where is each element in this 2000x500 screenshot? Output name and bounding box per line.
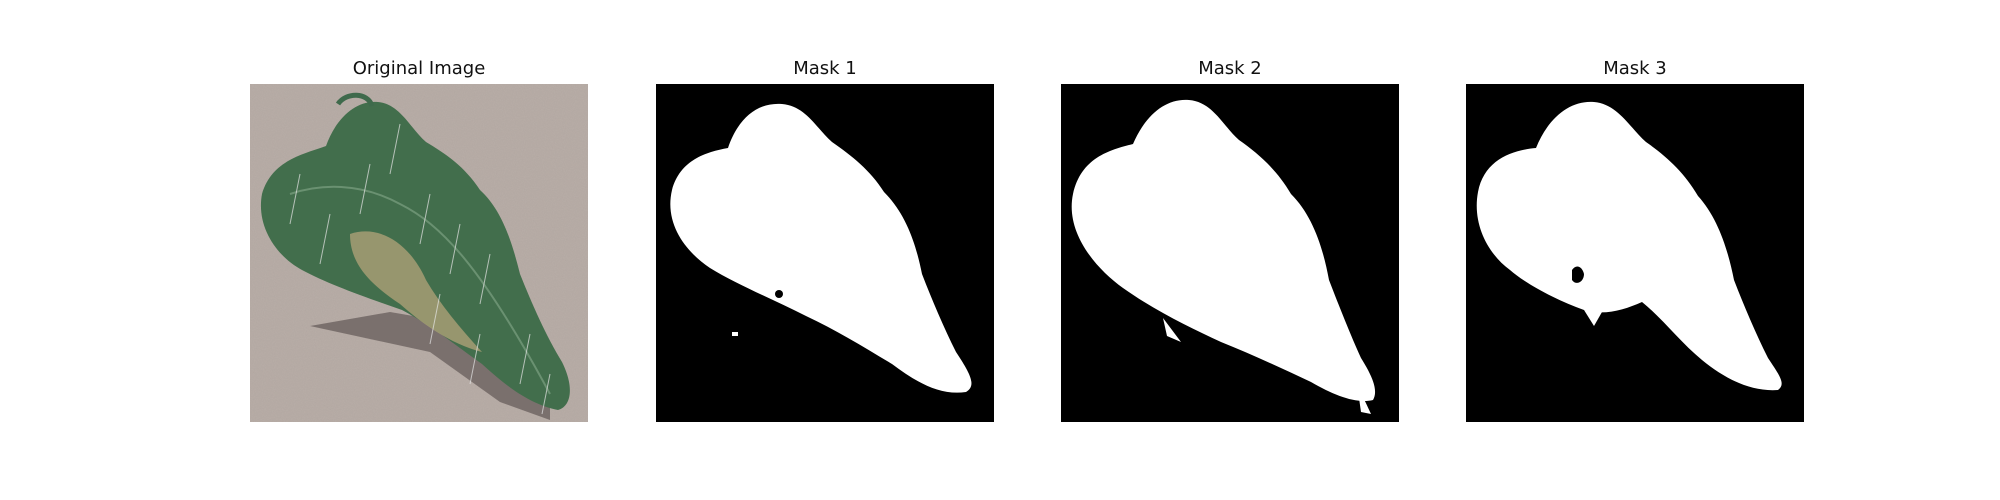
- mask-speck: [732, 332, 738, 336]
- mask-3-image: [1466, 84, 1804, 422]
- mask-2-image: [1061, 84, 1399, 422]
- panel-title-mask-2: Mask 2: [1198, 58, 1262, 79]
- mask-foreground: [1476, 101, 1782, 391]
- mask-fringe: [1584, 310, 1602, 326]
- rain-streaks: [289, 123, 551, 415]
- panel-title-mask-3: Mask 3: [1603, 58, 1667, 79]
- panel-mask-1: Mask 1: [656, 0, 994, 500]
- leaf-midrib: [289, 185, 551, 395]
- mask-foreground: [1071, 99, 1376, 402]
- leaf-body: [260, 101, 570, 410]
- original-leaf-photo: [250, 84, 588, 422]
- panel-mask-3: Mask 3: [1466, 0, 1804, 500]
- mask-1-image: [656, 84, 994, 422]
- leaf-shadow: [310, 312, 550, 420]
- panel-title-original: Original Image: [352, 58, 486, 79]
- panel-original-image: Original Image: [250, 0, 588, 500]
- mask-hole: [775, 290, 783, 298]
- leaf-lesion: [350, 231, 482, 352]
- mask-foreground: [670, 103, 972, 393]
- leaf-curl: [335, 92, 375, 108]
- mask-tail: [1357, 384, 1371, 414]
- mask-fringe: [1163, 318, 1181, 342]
- panel-title-mask-1: Mask 1: [793, 58, 857, 79]
- panel-mask-2: Mask 2: [1061, 0, 1399, 500]
- mask-hole: [1572, 266, 1584, 283]
